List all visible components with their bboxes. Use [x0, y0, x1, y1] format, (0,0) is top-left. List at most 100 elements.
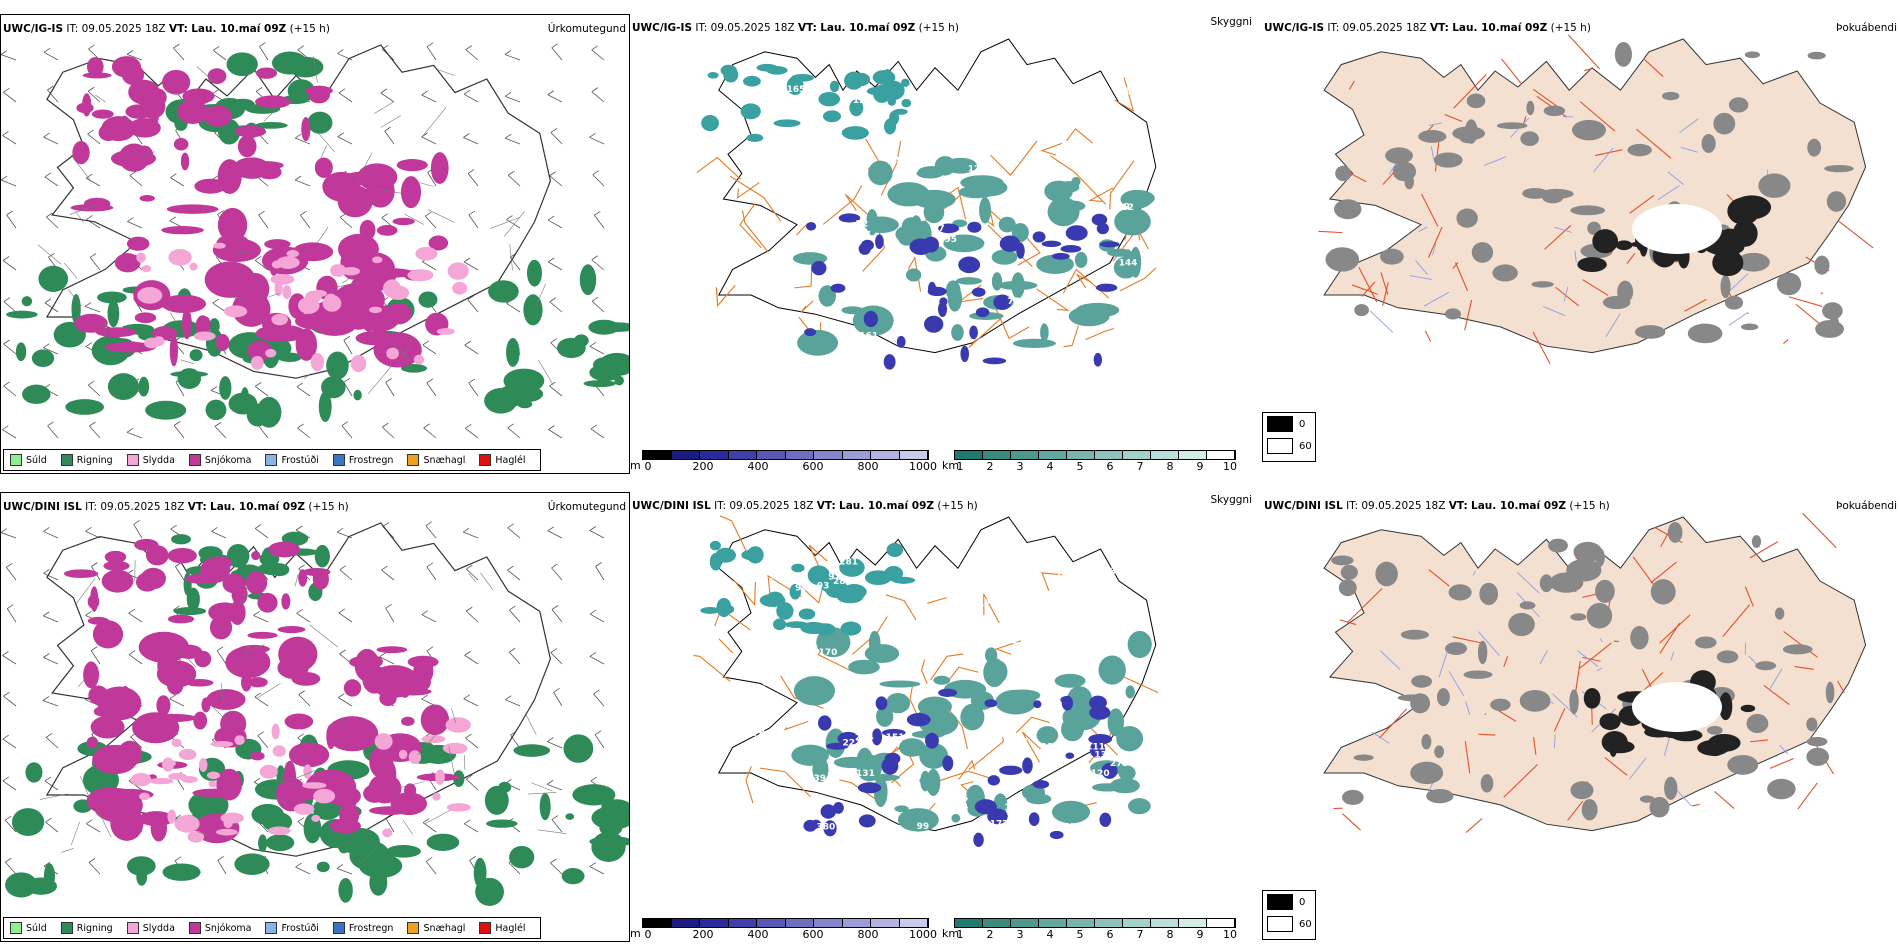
visibility-value-label: 161 [859, 331, 878, 341]
colorbar-tick-label: 5 [1076, 928, 1084, 941]
visibility-panel-bottom: 97 177 200 275 130 146 164 139 120 101 170 151 136 20… [630, 492, 1260, 942]
visibility-value-label: 220 [1070, 150, 1089, 160]
visibility-value-label: 138 [1106, 601, 1125, 611]
colorbar-tick-label: 7 [1136, 460, 1144, 473]
colorbar-bin [1039, 919, 1067, 927]
legend-label: Frostregn [348, 922, 394, 934]
legend-label: Snæhagl [423, 454, 466, 466]
precip-legend-item: Rigning [60, 454, 113, 466]
colorbar-bin [671, 451, 700, 459]
visibility-value-label: 114 [798, 97, 817, 107]
legend-swatch [60, 922, 73, 934]
visibility-value-label: 101 [1010, 738, 1029, 748]
colorbar-tick-label: 8 [1166, 928, 1174, 941]
fog-legend-top: 0 60 [1262, 412, 1316, 462]
visibility-value-label: 311 [860, 296, 879, 306]
visibility-value-label: 146 [1076, 161, 1095, 171]
panel-header: UWC/IG-IS IT: 09.05.2025 18Z VT: Lau. 10… [632, 22, 959, 34]
cloudbase-colorbar: m 0 200 400 600 800 1000 [630, 450, 940, 473]
visibility-value-label: 165 [787, 85, 806, 95]
visibility-value-label: 77 [932, 224, 945, 234]
visibility-panel-top: 165 114 144 11 220 131 143 100 188 572 325 922 311 77… [630, 14, 1260, 474]
precip-legend-item: Haglél [479, 454, 526, 466]
visibility-value-label: 280 [833, 577, 852, 587]
visibility-value-label: 312 [1115, 203, 1134, 213]
colorbar-bin [757, 919, 786, 927]
panel-header: UWC/DINI ISL IT: 09.05.2025 18Z VT: Lau.… [1264, 500, 1610, 512]
colorbar-tick-label: 4 [1046, 928, 1054, 941]
visibility-colorbar: km 1 2 3 4 5 6 7 8 9 10 [942, 450, 1247, 473]
colorbar-bin [1179, 451, 1207, 459]
visibility-value-label: 77 [858, 230, 871, 240]
colorbar-bin [842, 451, 871, 459]
legend-label: Snjókoma [204, 454, 252, 466]
precip-legend-item: Frostúði [265, 454, 319, 466]
colorbar-bin [1179, 919, 1207, 927]
colorbar-bin [757, 451, 786, 459]
field-name: Þokuábendi [1836, 500, 1897, 512]
visibility-value-label: 11 [1116, 157, 1129, 167]
legend-swatch [479, 454, 492, 466]
colorbar-bin [871, 919, 900, 927]
legend-swatch [332, 922, 345, 934]
colorbar-tick-label: 3 [1016, 928, 1024, 941]
visibility-value-label: 112 [961, 122, 980, 132]
colorbar-bin [1151, 451, 1179, 459]
colorbar-tick-label: 5 [1076, 460, 1084, 473]
colorbar-bin [955, 451, 983, 459]
visibility-value-label: 173 [978, 599, 997, 609]
field-name: Skyggni [1210, 16, 1253, 28]
visibility-value-label: 136 [1041, 742, 1060, 752]
visibility-value-label: 214 [855, 733, 874, 743]
legend-swatch [407, 922, 420, 934]
legend-label: Haglél [495, 454, 526, 466]
visibility-value-label: 172 [1128, 83, 1147, 93]
colorbar-tick-label: 0 [644, 460, 652, 473]
visibility-value-label: 118 [1124, 87, 1143, 97]
visibility-value-label: 76 [836, 231, 849, 241]
visibility-value-label: 350 [933, 603, 952, 613]
legend-swatch [10, 922, 22, 934]
visibility-value-label: 78 [752, 729, 765, 739]
colorbar-unit: m [630, 459, 641, 472]
visibility-value-label: 111 [1086, 742, 1105, 752]
visibility-value-label: 380 [816, 822, 835, 832]
legend-swatch [126, 454, 139, 466]
colorbar-bin [814, 451, 843, 459]
precip-legend-item: Snjókoma [188, 454, 252, 466]
visibility-value-label: 136 [1071, 114, 1090, 124]
colorbar-bin [1123, 919, 1151, 927]
colorbar-bin [899, 451, 928, 459]
visibility-value-label: 105 [987, 145, 1006, 155]
visibility-value-label: 146 [744, 569, 763, 579]
colorbar-tick-label: 0 [644, 928, 652, 941]
colorbar-bin [728, 919, 757, 927]
visibility-value-label: 170 [893, 619, 912, 629]
colorbar-bin [728, 451, 757, 459]
colorbar-tick-label: 9 [1196, 460, 1204, 473]
precip-legend-item: Frostregn [332, 922, 394, 934]
visibility-value-label: 188 [1123, 321, 1142, 331]
colorbar-tick-label: 200 [692, 928, 714, 941]
visibility-value-label: 205 [806, 601, 825, 611]
precip-type-map [1, 42, 629, 439]
colorbar-tick-label: 10 [1223, 928, 1237, 941]
precip-legend-item: Snæhagl [407, 454, 465, 466]
legend-swatch [188, 454, 201, 466]
visibility-value-label: 131 [740, 87, 759, 97]
field-name: Úrkomutegund [547, 23, 626, 35]
colorbar-strip [954, 450, 1236, 460]
colorbar-tick-label: 2 [986, 928, 994, 941]
visibility-value-label: 124 [853, 96, 872, 106]
precip-legend-item: Slydda [126, 922, 175, 934]
colorbar-bin [700, 919, 729, 927]
precip-type-map [1, 520, 629, 906]
visibility-value-label: 200 [1056, 570, 1075, 580]
precip-legend-item: Haglél [479, 922, 526, 934]
visibility-value-label: 97 [828, 572, 841, 582]
fog-map [1323, 512, 1867, 833]
panel-header: UWC/IG-IS IT: 09.05.2025 18Z VT: Lau. 10… [3, 23, 330, 35]
colorbar-bin [785, 919, 814, 927]
colorbar-bin [700, 451, 729, 459]
